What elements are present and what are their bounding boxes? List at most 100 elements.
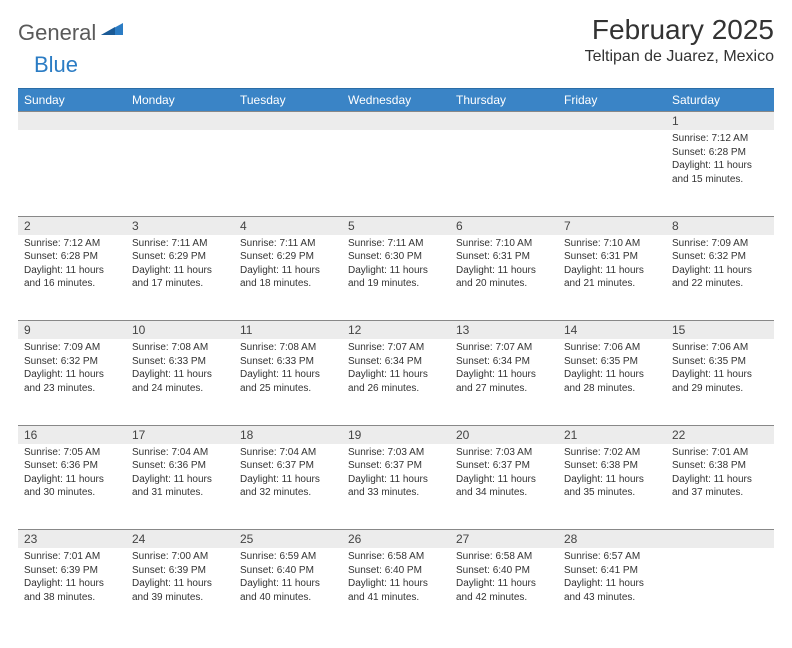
daylight-line: Daylight: 11 hours and 35 minutes.	[564, 473, 660, 500]
sunset-line: Sunset: 6:36 PM	[132, 459, 228, 473]
sunrise-line: Sunrise: 7:09 AM	[24, 341, 120, 355]
day-body-cell: Sunrise: 7:06 AMSunset: 6:35 PMDaylight:…	[666, 339, 774, 425]
weekday-header: Friday	[558, 89, 666, 112]
day-number-cell: 7	[558, 216, 666, 235]
sunset-line: Sunset: 6:37 PM	[240, 459, 336, 473]
calendar-table: SundayMondayTuesdayWednesdayThursdayFrid…	[18, 88, 774, 634]
daylight-line: Daylight: 11 hours and 19 minutes.	[348, 264, 444, 291]
day-details: Sunrise: 7:09 AMSunset: 6:32 PMDaylight:…	[666, 235, 774, 295]
sunrise-line: Sunrise: 6:58 AM	[456, 550, 552, 564]
daylight-line: Daylight: 11 hours and 31 minutes.	[132, 473, 228, 500]
day-body-cell: Sunrise: 7:02 AMSunset: 6:38 PMDaylight:…	[558, 444, 666, 530]
sunrise-line: Sunrise: 7:03 AM	[348, 446, 444, 460]
daylight-line: Daylight: 11 hours and 38 minutes.	[24, 577, 120, 604]
day-body-cell: Sunrise: 7:01 AMSunset: 6:38 PMDaylight:…	[666, 444, 774, 530]
day-number-row: 9101112131415	[18, 321, 774, 340]
day-details: Sunrise: 7:02 AMSunset: 6:38 PMDaylight:…	[558, 444, 666, 504]
day-number-cell: 27	[450, 530, 558, 549]
day-number-row: 16171819202122	[18, 425, 774, 444]
daylight-line: Daylight: 11 hours and 23 minutes.	[24, 368, 120, 395]
daylight-line: Daylight: 11 hours and 22 minutes.	[672, 264, 768, 291]
day-body-cell: Sunrise: 7:03 AMSunset: 6:37 PMDaylight:…	[450, 444, 558, 530]
day-number-cell	[558, 112, 666, 131]
sunset-line: Sunset: 6:29 PM	[240, 250, 336, 264]
day-details: Sunrise: 7:12 AMSunset: 6:28 PMDaylight:…	[666, 130, 774, 190]
sunrise-line: Sunrise: 7:11 AM	[348, 237, 444, 251]
calendar-page: General February 2025 Teltipan de Juarez…	[0, 0, 792, 648]
sunrise-line: Sunrise: 7:09 AM	[672, 237, 768, 251]
daylight-line: Daylight: 11 hours and 39 minutes.	[132, 577, 228, 604]
day-number-row: 2345678	[18, 216, 774, 235]
title-block: February 2025 Teltipan de Juarez, Mexico	[585, 14, 774, 66]
sunset-line: Sunset: 6:31 PM	[564, 250, 660, 264]
day-body-cell: Sunrise: 7:07 AMSunset: 6:34 PMDaylight:…	[450, 339, 558, 425]
daylight-line: Daylight: 11 hours and 20 minutes.	[456, 264, 552, 291]
day-body-cell: Sunrise: 7:01 AMSunset: 6:39 PMDaylight:…	[18, 548, 126, 634]
day-details: Sunrise: 7:09 AMSunset: 6:32 PMDaylight:…	[18, 339, 126, 399]
daylight-line: Daylight: 11 hours and 29 minutes.	[672, 368, 768, 395]
sunrise-line: Sunrise: 7:01 AM	[672, 446, 768, 460]
sunrise-line: Sunrise: 6:57 AM	[564, 550, 660, 564]
day-body-cell: Sunrise: 7:11 AMSunset: 6:30 PMDaylight:…	[342, 235, 450, 321]
sunrise-line: Sunrise: 7:10 AM	[564, 237, 660, 251]
day-number-cell: 11	[234, 321, 342, 340]
sunset-line: Sunset: 6:39 PM	[132, 564, 228, 578]
day-body-cell: Sunrise: 7:08 AMSunset: 6:33 PMDaylight:…	[126, 339, 234, 425]
day-number-cell: 16	[18, 425, 126, 444]
day-number-cell: 24	[126, 530, 234, 549]
day-body-cell: Sunrise: 7:04 AMSunset: 6:36 PMDaylight:…	[126, 444, 234, 530]
day-body-cell	[18, 130, 126, 216]
sunset-line: Sunset: 6:37 PM	[456, 459, 552, 473]
sunset-line: Sunset: 6:33 PM	[240, 355, 336, 369]
day-details: Sunrise: 7:11 AMSunset: 6:29 PMDaylight:…	[126, 235, 234, 295]
day-number-cell: 5	[342, 216, 450, 235]
day-body-cell: Sunrise: 7:07 AMSunset: 6:34 PMDaylight:…	[342, 339, 450, 425]
sunset-line: Sunset: 6:28 PM	[672, 146, 768, 160]
sunrise-line: Sunrise: 7:05 AM	[24, 446, 120, 460]
day-number-cell: 15	[666, 321, 774, 340]
day-details: Sunrise: 6:57 AMSunset: 6:41 PMDaylight:…	[558, 548, 666, 608]
day-details: Sunrise: 7:12 AMSunset: 6:28 PMDaylight:…	[18, 235, 126, 295]
logo-text-blue: Blue	[34, 52, 78, 78]
day-details: Sunrise: 6:58 AMSunset: 6:40 PMDaylight:…	[450, 548, 558, 608]
sunrise-line: Sunrise: 7:10 AM	[456, 237, 552, 251]
daylight-line: Daylight: 11 hours and 26 minutes.	[348, 368, 444, 395]
day-details: Sunrise: 7:10 AMSunset: 6:31 PMDaylight:…	[558, 235, 666, 295]
sunset-line: Sunset: 6:39 PM	[24, 564, 120, 578]
day-body-cell: Sunrise: 6:57 AMSunset: 6:41 PMDaylight:…	[558, 548, 666, 634]
sunrise-line: Sunrise: 7:04 AM	[240, 446, 336, 460]
day-body-row: Sunrise: 7:09 AMSunset: 6:32 PMDaylight:…	[18, 339, 774, 425]
daylight-line: Daylight: 11 hours and 25 minutes.	[240, 368, 336, 395]
sunset-line: Sunset: 6:33 PM	[132, 355, 228, 369]
day-number-cell: 10	[126, 321, 234, 340]
day-number-cell: 21	[558, 425, 666, 444]
weekday-header: Tuesday	[234, 89, 342, 112]
sunrise-line: Sunrise: 7:11 AM	[132, 237, 228, 251]
title-month: February 2025	[585, 14, 774, 46]
day-body-cell: Sunrise: 6:59 AMSunset: 6:40 PMDaylight:…	[234, 548, 342, 634]
day-details: Sunrise: 7:08 AMSunset: 6:33 PMDaylight:…	[234, 339, 342, 399]
day-body-cell: Sunrise: 7:10 AMSunset: 6:31 PMDaylight:…	[558, 235, 666, 321]
day-details: Sunrise: 7:01 AMSunset: 6:38 PMDaylight:…	[666, 444, 774, 504]
weekday-header: Wednesday	[342, 89, 450, 112]
day-number-cell	[666, 530, 774, 549]
daylight-line: Daylight: 11 hours and 24 minutes.	[132, 368, 228, 395]
daylight-line: Daylight: 11 hours and 42 minutes.	[456, 577, 552, 604]
day-number-row: 1	[18, 112, 774, 131]
day-body-cell	[342, 130, 450, 216]
day-body-row: Sunrise: 7:12 AMSunset: 6:28 PMDaylight:…	[18, 130, 774, 216]
logo-text-general: General	[18, 20, 96, 46]
day-body-cell: Sunrise: 7:03 AMSunset: 6:37 PMDaylight:…	[342, 444, 450, 530]
day-details: Sunrise: 6:58 AMSunset: 6:40 PMDaylight:…	[342, 548, 450, 608]
sunrise-line: Sunrise: 7:07 AM	[456, 341, 552, 355]
daylight-line: Daylight: 11 hours and 17 minutes.	[132, 264, 228, 291]
day-details: Sunrise: 7:05 AMSunset: 6:36 PMDaylight:…	[18, 444, 126, 504]
weekday-header: Saturday	[666, 89, 774, 112]
sunrise-line: Sunrise: 7:12 AM	[672, 132, 768, 146]
day-number-cell: 4	[234, 216, 342, 235]
sunrise-line: Sunrise: 7:03 AM	[456, 446, 552, 460]
day-number-cell: 20	[450, 425, 558, 444]
day-number-cell: 18	[234, 425, 342, 444]
daylight-line: Daylight: 11 hours and 21 minutes.	[564, 264, 660, 291]
day-body-cell: Sunrise: 7:09 AMSunset: 6:32 PMDaylight:…	[18, 339, 126, 425]
